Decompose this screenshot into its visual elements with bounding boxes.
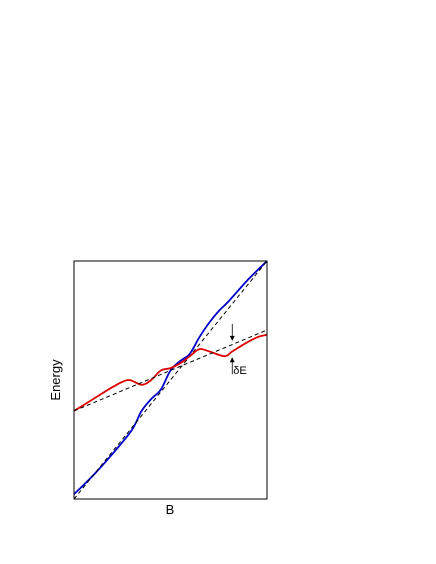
x-axis-label: B — [166, 502, 175, 517]
series-line-1 — [73, 260, 268, 500]
series-line-0 — [73, 260, 268, 495]
plot-layer — [73, 260, 268, 500]
y-axis-label: Energy — [48, 359, 63, 401]
series-line-2 — [73, 333, 268, 412]
annotation-layer: δE — [229, 323, 247, 377]
annotation-label: δE — [233, 365, 246, 377]
plot-frame — [73, 260, 268, 500]
annotation-arrowhead-down — [229, 335, 235, 341]
annotation-arrowhead-up — [229, 357, 235, 363]
